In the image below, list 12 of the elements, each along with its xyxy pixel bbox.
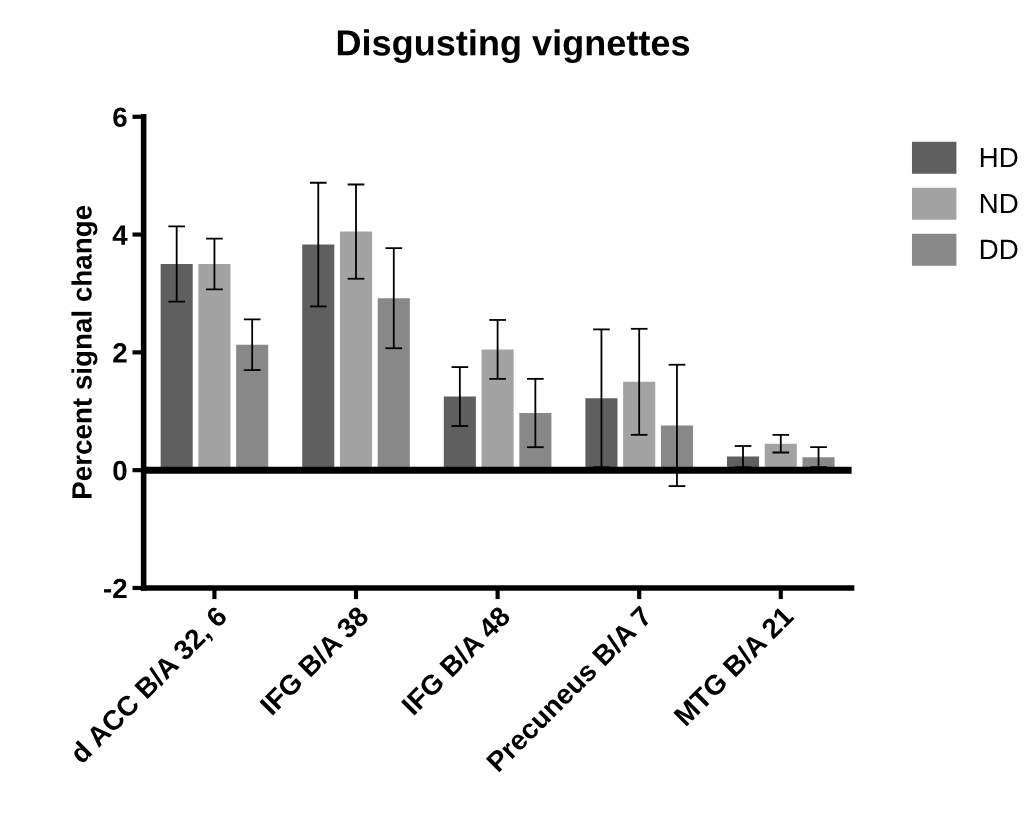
y-tick-label: 4 (112, 225, 128, 245)
y-tick-label: 6 (113, 107, 127, 128)
y-tick-label: 2 (113, 343, 127, 363)
y-tick-label: 0 (113, 460, 127, 481)
y-tick-label: -2 (104, 578, 127, 599)
chart-title: Disgusting vignettes (337, 29, 690, 64)
x-tick-label: IFG B/A 38 (258, 604, 371, 716)
y-axis-title: Percent signal change (71, 205, 98, 498)
legend-label: DD (980, 239, 1018, 259)
x-tick-label: IFG B/A 48 (400, 604, 512, 716)
legend-label: ND (980, 193, 1018, 214)
legend-label: HD (980, 147, 1018, 168)
